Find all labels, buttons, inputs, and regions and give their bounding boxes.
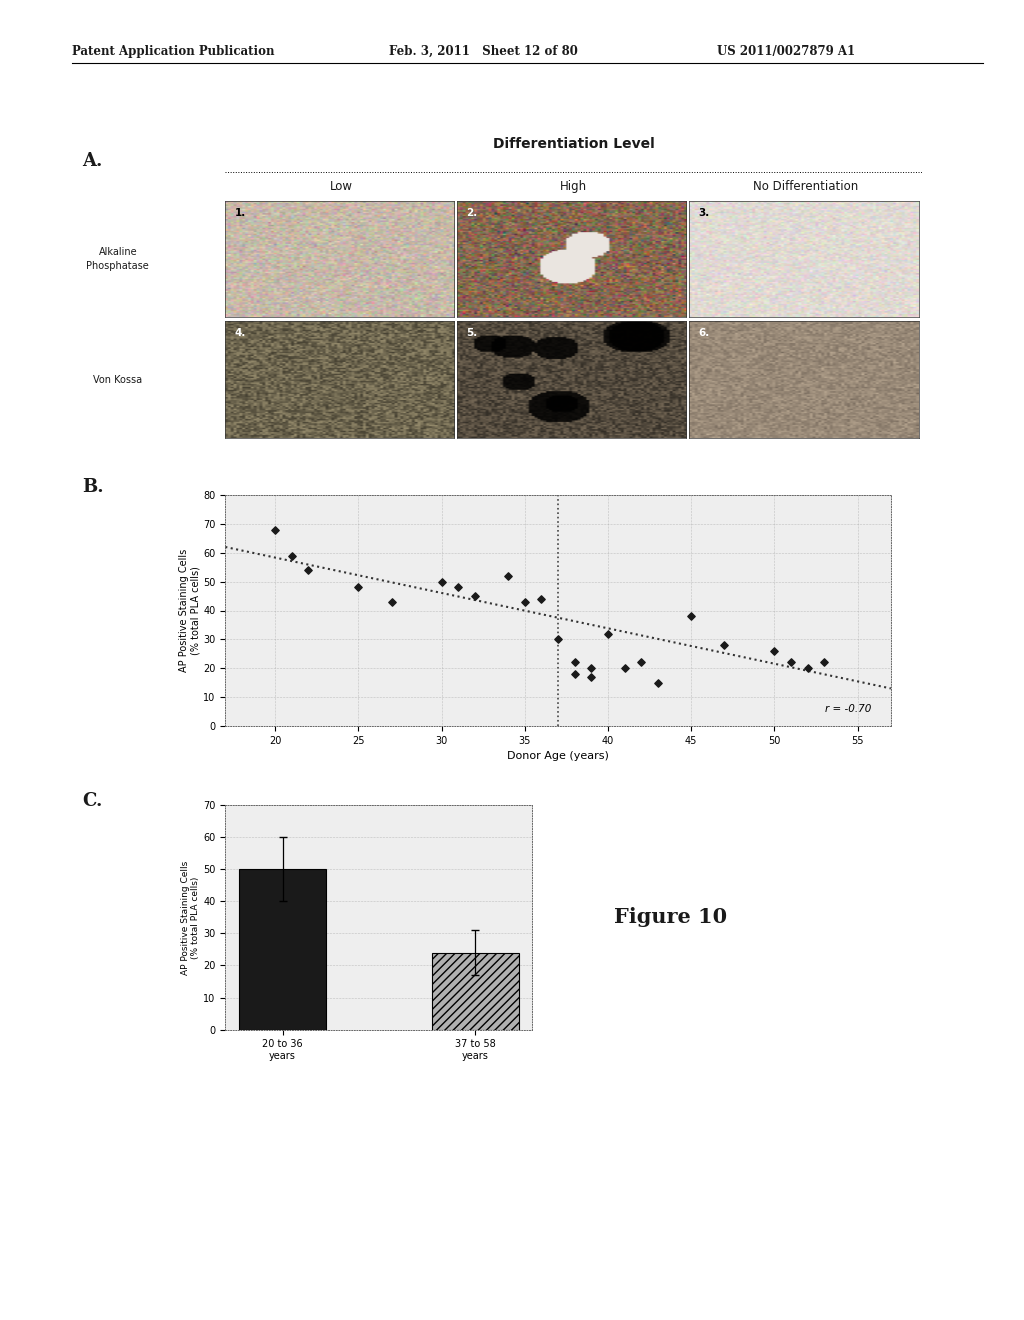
Text: Differentiation Level: Differentiation Level — [493, 136, 654, 150]
Point — [300, 560, 316, 581]
Y-axis label: AP Positive Staining Cells
(% total PLA cells): AP Positive Staining Cells (% total PLA … — [179, 549, 201, 672]
Point — [550, 628, 566, 649]
Point — [516, 591, 532, 612]
Point — [584, 667, 600, 688]
Text: Alkaline
Phosphatase: Alkaline Phosphatase — [86, 247, 150, 271]
Point — [350, 577, 367, 598]
Point — [633, 652, 649, 673]
Point — [566, 652, 583, 673]
Text: Low: Low — [330, 180, 353, 193]
Text: r = -0.70: r = -0.70 — [824, 705, 870, 714]
Point — [500, 565, 516, 586]
Text: 2.: 2. — [467, 207, 478, 218]
Point — [284, 545, 300, 566]
Text: 4.: 4. — [234, 329, 246, 338]
Point — [717, 635, 733, 656]
Text: Figure 10: Figure 10 — [614, 907, 727, 928]
Bar — [240, 870, 326, 1030]
Y-axis label: AP Positive Staining Cells
(% total PLA cells): AP Positive Staining Cells (% total PLA … — [181, 861, 201, 974]
Text: C.: C. — [82, 792, 102, 810]
Text: High: High — [560, 180, 587, 193]
Point — [683, 606, 699, 627]
Point — [800, 657, 816, 678]
Text: Von Kossa: Von Kossa — [93, 375, 142, 385]
Text: B.: B. — [82, 478, 103, 496]
Text: 6.: 6. — [698, 329, 710, 338]
Point — [433, 572, 450, 593]
Point — [467, 586, 483, 607]
Point — [534, 589, 550, 610]
Text: No Differentiation: No Differentiation — [753, 180, 858, 193]
Point — [766, 640, 782, 661]
Text: US 2011/0027879 A1: US 2011/0027879 A1 — [717, 45, 855, 58]
Point — [383, 591, 399, 612]
Point — [616, 657, 633, 678]
Point — [816, 652, 833, 673]
Point — [782, 652, 799, 673]
Point — [267, 519, 284, 540]
Text: 1.: 1. — [234, 207, 246, 218]
Point — [451, 577, 467, 598]
Text: 3.: 3. — [698, 207, 710, 218]
Point — [600, 623, 616, 644]
Point — [566, 664, 583, 685]
Text: A.: A. — [82, 152, 102, 170]
Text: Patent Application Publication: Patent Application Publication — [72, 45, 274, 58]
Point — [649, 672, 666, 693]
Bar — [432, 953, 518, 1030]
Point — [584, 657, 600, 678]
Text: 5.: 5. — [467, 329, 478, 338]
Text: Feb. 3, 2011   Sheet 12 of 80: Feb. 3, 2011 Sheet 12 of 80 — [389, 45, 578, 58]
X-axis label: Donor Age (years): Donor Age (years) — [507, 751, 609, 762]
